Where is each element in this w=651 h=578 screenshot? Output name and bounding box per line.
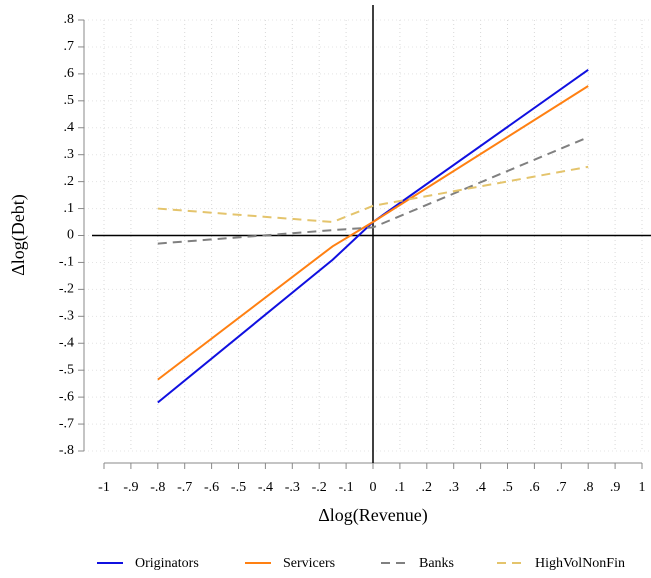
y-tick-label: .5 — [64, 93, 75, 108]
x-tick-label: 1 — [639, 480, 646, 495]
x-tick-label: -.8 — [150, 480, 165, 495]
x-tick-label: .2 — [422, 480, 433, 495]
legend-label: Originators — [135, 556, 199, 571]
x-axis-title: Δlog(Revenue) — [318, 505, 428, 526]
x-tick-label: -.2 — [312, 480, 327, 495]
legend-label: Banks — [419, 556, 454, 571]
x-tick-label: -.3 — [285, 480, 300, 495]
x-tick-label: -1 — [98, 480, 110, 495]
x-tick-label: -.1 — [339, 480, 354, 495]
x-tick-label: -.5 — [231, 480, 246, 495]
y-tick-label: -.4 — [59, 335, 74, 350]
x-tick-label: -.4 — [258, 480, 273, 495]
legend-label: HighVolNonFin — [535, 556, 625, 571]
y-tick-label: .1 — [64, 201, 75, 216]
x-tick-label: -.7 — [177, 480, 192, 495]
y-tick-label: .4 — [64, 120, 75, 135]
y-tick-label: -.8 — [59, 443, 74, 458]
x-tick-label: .5 — [502, 480, 513, 495]
x-tick-label: -.9 — [123, 480, 138, 495]
y-tick-label: -.6 — [59, 389, 74, 404]
x-tick-label: .8 — [583, 480, 594, 495]
series-line — [157, 69, 589, 404]
x-tick-label: 0 — [370, 480, 377, 495]
y-tick-label: .6 — [64, 66, 75, 81]
x-tick-label: .9 — [610, 480, 621, 495]
y-axis-title: Δlog(Debt) — [8, 194, 29, 276]
series-line — [157, 165, 589, 224]
y-tick-label: -.2 — [59, 282, 74, 297]
series-line — [157, 136, 589, 245]
x-tick-label: .1 — [395, 480, 406, 495]
y-tick-label: .2 — [64, 174, 75, 189]
y-tick-label: .3 — [64, 147, 75, 162]
y-tick-label: -.7 — [59, 416, 74, 431]
x-tick-label: -.6 — [204, 480, 219, 495]
legend-label: Servicers — [283, 556, 335, 571]
y-tick-label: -.1 — [59, 255, 74, 270]
y-tick-label: -.5 — [59, 362, 74, 377]
series-line — [157, 85, 589, 381]
x-tick-label: .3 — [448, 480, 459, 495]
x-tick-label: .4 — [475, 480, 486, 495]
x-tick-label: .7 — [556, 480, 567, 495]
y-tick-label: -.3 — [59, 309, 74, 324]
y-tick-label: .7 — [64, 39, 75, 54]
x-tick-label: .6 — [529, 480, 540, 495]
y-tick-label: .8 — [64, 12, 75, 27]
y-tick-label: 0 — [67, 228, 74, 243]
